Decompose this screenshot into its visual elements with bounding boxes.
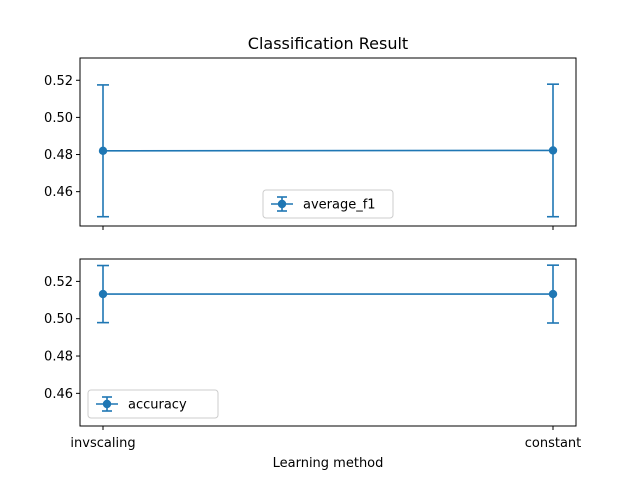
legend-box-accuracy — [87, 389, 219, 419]
data-point-average_f1 — [98, 146, 108, 156]
data-point-accuracy — [98, 289, 108, 299]
y-tick-label-average_f1: 0.46 — [44, 185, 73, 200]
chart-title: Classification Result — [248, 34, 408, 53]
y-tick-label-average_f1: 0.50 — [44, 111, 73, 126]
legend-marker-average_f1 — [277, 199, 287, 209]
data-point-accuracy — [548, 289, 558, 299]
legend-marker-accuracy — [102, 399, 112, 409]
data-point-average_f1 — [548, 146, 558, 155]
x-tick-label-constant: constant — [525, 436, 582, 451]
legend-box-average_f1 — [262, 189, 394, 219]
y-tick-label-accuracy: 0.46 — [44, 387, 73, 402]
legend-label-accuracy: accuracy — [128, 398, 187, 413]
x-axis-label: Learning method — [273, 456, 384, 471]
y-tick-label-accuracy: 0.50 — [44, 312, 73, 327]
x-tick-label-invscaling: invscaling — [70, 436, 135, 451]
y-tick-label-average_f1: 0.48 — [44, 148, 73, 163]
y-tick-label-accuracy: 0.48 — [44, 350, 73, 365]
y-tick-label-accuracy: 0.52 — [44, 275, 73, 290]
legend-label-average_f1: average_f1 — [303, 198, 376, 213]
plot-frame-average_f1 — [79, 57, 577, 227]
plot-frame-accuracy — [79, 258, 577, 427]
y-tick-label-average_f1: 0.52 — [44, 74, 73, 89]
